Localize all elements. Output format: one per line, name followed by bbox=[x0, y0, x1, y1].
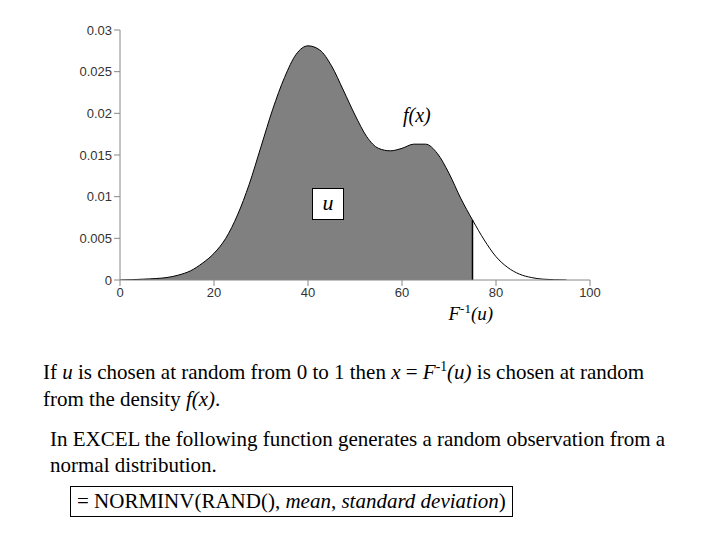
svg-text:F-1(u): F-1(u) bbox=[448, 301, 494, 325]
svg-text:60: 60 bbox=[395, 285, 409, 300]
svg-text:0.025: 0.025 bbox=[79, 64, 112, 79]
svg-text:0.03: 0.03 bbox=[87, 23, 112, 38]
html-text:u: u bbox=[322, 190, 334, 215]
svg-text:0.015: 0.015 bbox=[79, 148, 112, 163]
svg-text:0.005: 0.005 bbox=[79, 231, 112, 246]
svg-text:0.01: 0.01 bbox=[87, 189, 112, 204]
svg-text:0: 0 bbox=[105, 273, 112, 288]
svg-text:20: 20 bbox=[207, 285, 221, 300]
svg-text:100: 100 bbox=[579, 285, 601, 300]
html-text:If u is chosen at random from: If u is chosen at random from 0 to 1 the… bbox=[43, 359, 645, 411]
html-text:f(x): f(x) bbox=[403, 104, 431, 126]
svg-text:80: 80 bbox=[489, 285, 503, 300]
svg-text:0: 0 bbox=[116, 285, 123, 300]
svg-text:0.02: 0.02 bbox=[87, 106, 112, 121]
html-text:= NORMINV(RAND(), mean, standa: = NORMINV(RAND(), mean, standard deviati… bbox=[77, 489, 506, 513]
html-text:In EXCEL the following functio: In EXCEL the following function generate… bbox=[50, 427, 665, 477]
svg-text:40: 40 bbox=[301, 285, 315, 300]
